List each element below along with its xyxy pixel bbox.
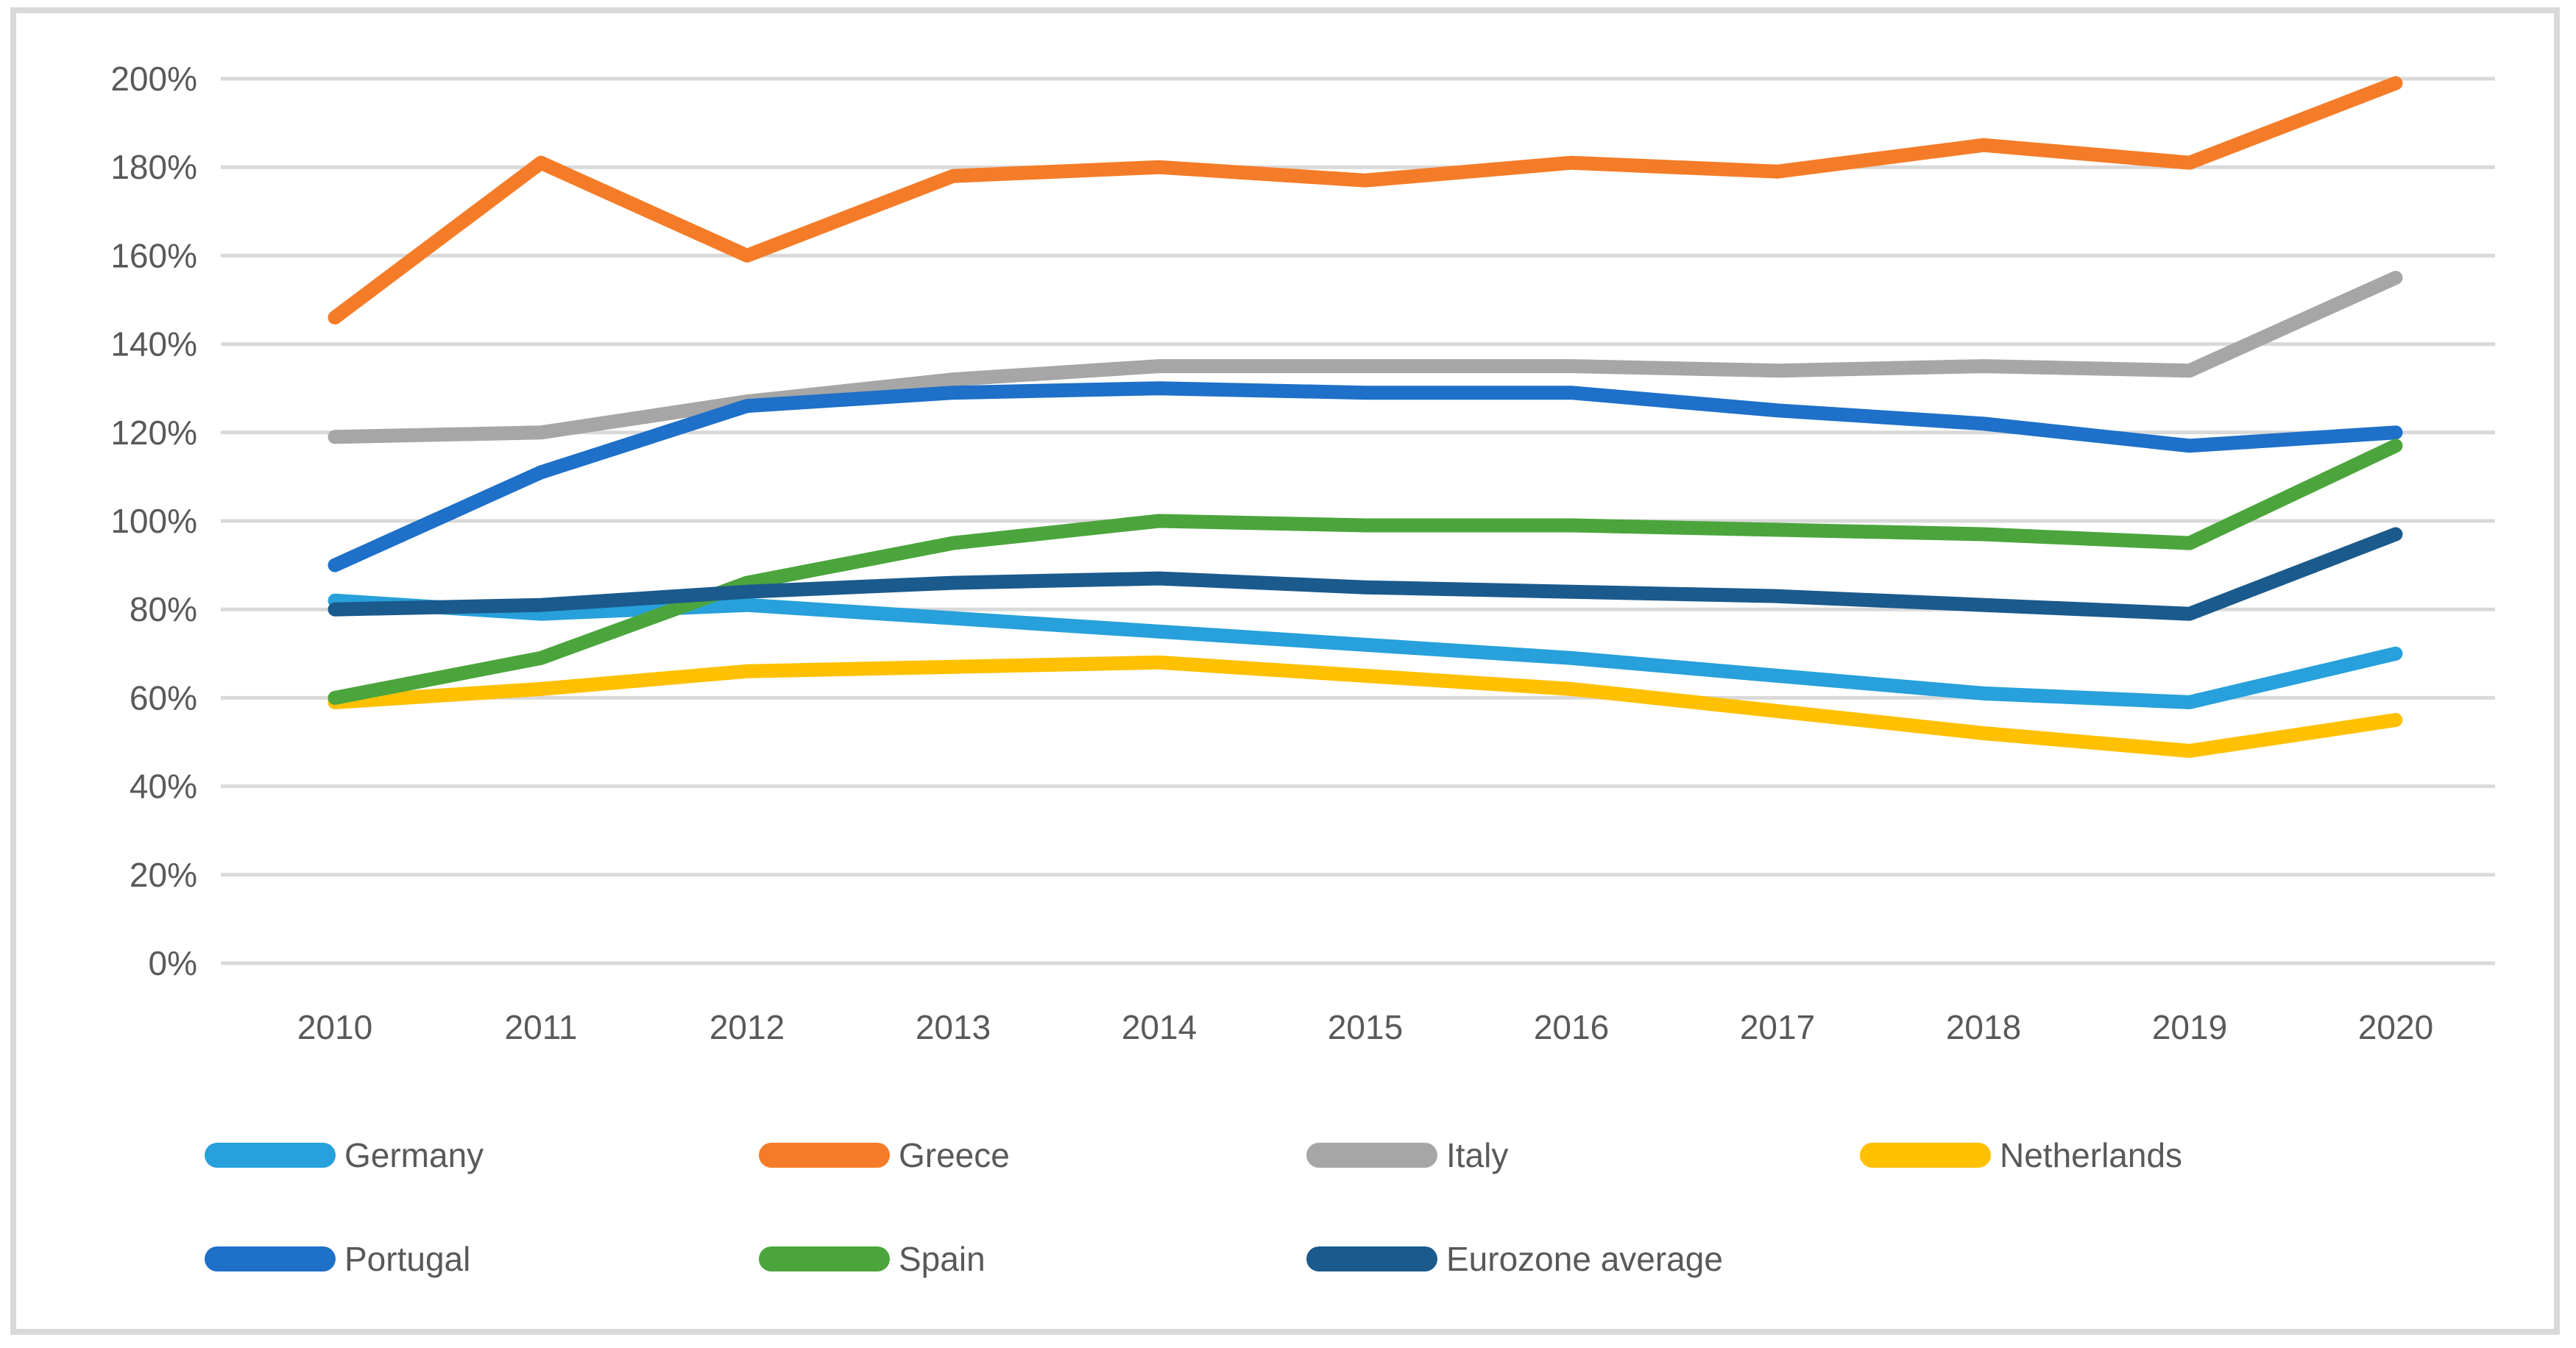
y-tick-label: 80% xyxy=(130,590,197,628)
y-tick-label: 60% xyxy=(130,678,197,717)
legend-label: Italy xyxy=(1446,1136,1509,1174)
y-tick-label: 160% xyxy=(110,236,197,274)
x-tick-label: 2012 xyxy=(710,1008,785,1046)
chart-frame xyxy=(10,7,2560,1335)
series-line-netherlands xyxy=(328,655,2403,758)
series-line-portugal xyxy=(328,381,2403,572)
legend-item-italy: Italy xyxy=(1306,1133,1508,1177)
legend-item-spain: Spain xyxy=(759,1237,986,1281)
x-tick-label: 2018 xyxy=(1946,1008,2021,1046)
legend-label: Greece xyxy=(899,1136,1010,1174)
legend-swatch-icon xyxy=(1306,1143,1437,1168)
x-tick-label: 2019 xyxy=(2152,1008,2227,1046)
x-tick-label: 2020 xyxy=(2358,1008,2433,1046)
x-tick-label: 2016 xyxy=(1534,1008,1609,1046)
legend-item-netherlands: Netherlands xyxy=(1860,1133,2182,1177)
legend-item-greece: Greece xyxy=(759,1133,1010,1177)
series-line-spain xyxy=(328,439,2403,705)
y-tick-label: 180% xyxy=(110,148,197,186)
x-tick-label: 2014 xyxy=(1122,1008,1197,1046)
y-tick-label: 120% xyxy=(110,414,197,452)
legend-swatch-icon xyxy=(759,1246,890,1271)
x-tick-label: 2011 xyxy=(505,1008,578,1046)
legend-item-germany: Germany xyxy=(205,1133,484,1177)
x-tick-label: 2017 xyxy=(1740,1008,1815,1046)
legend-swatch-icon xyxy=(1306,1246,1437,1271)
x-tick-label: 2010 xyxy=(297,1008,372,1046)
y-tick-label: 100% xyxy=(110,502,197,540)
legend-swatch-icon xyxy=(1860,1143,1991,1168)
y-tick-label: 0% xyxy=(149,944,197,982)
legend-item-portugal: Portugal xyxy=(205,1237,470,1281)
legend-label: Eurozone average xyxy=(1446,1240,1723,1278)
legend-swatch-icon xyxy=(205,1143,336,1168)
legend-label: Netherlands xyxy=(2000,1136,2183,1174)
series-line-greece xyxy=(328,76,2403,324)
series-line-eurozone-average xyxy=(328,527,2403,621)
series-line-italy xyxy=(328,271,2403,444)
x-tick-label: 2015 xyxy=(1328,1008,1403,1046)
legend-label: Portugal xyxy=(344,1240,471,1278)
y-tick-label: 200% xyxy=(110,60,197,98)
legend-swatch-icon xyxy=(205,1246,336,1271)
legend-item-eurozone-average: Eurozone average xyxy=(1306,1237,1723,1281)
y-tick-label: 20% xyxy=(130,856,197,894)
y-tick-label: 140% xyxy=(110,325,197,363)
legend-swatch-icon xyxy=(759,1143,890,1168)
x-tick-label: 2013 xyxy=(916,1008,991,1046)
legend-label: Germany xyxy=(344,1136,484,1174)
y-tick-label: 40% xyxy=(130,767,197,806)
legend-label: Spain xyxy=(899,1240,986,1278)
